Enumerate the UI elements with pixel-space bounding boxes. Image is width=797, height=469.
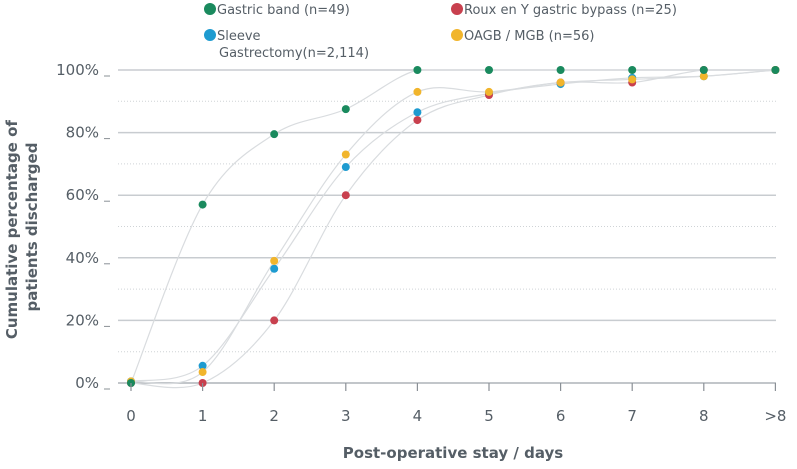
data-point xyxy=(485,87,493,96)
data-point xyxy=(341,150,350,159)
legend-marker xyxy=(451,3,463,15)
data-point xyxy=(556,66,565,74)
y-axis-title-line-2: patients discharged xyxy=(23,143,41,312)
data-point xyxy=(485,66,493,74)
x-axis-ticks: 0 1 2 3 4 5 6 7 8 >8 xyxy=(126,383,786,425)
trend-curves xyxy=(130,69,776,389)
data-point xyxy=(198,361,207,370)
data-point xyxy=(270,256,279,265)
data-point xyxy=(341,105,350,114)
legend-label: Roux en Y gastric bypass (n=25) xyxy=(464,3,677,18)
y-axis-ticks: 0% 20% 40% 60% 80% 100% xyxy=(56,61,110,392)
data-point xyxy=(413,87,422,96)
x-tick-label: 8 xyxy=(699,407,709,425)
y-axis-title: Cumulative percentage of patients discha… xyxy=(3,115,41,339)
y-tick-label: 0% xyxy=(75,374,99,392)
x-tick-label: 2 xyxy=(269,407,279,425)
y-tick-label: 40% xyxy=(66,249,99,267)
y-axis-title-line-1: Cumulative percentage of xyxy=(3,120,21,340)
data-point xyxy=(270,130,279,139)
data-point xyxy=(341,191,350,200)
y-tick-label: 20% xyxy=(66,311,99,329)
data-point xyxy=(198,200,207,209)
legend: Gastric band (n=49) Roux en Y gastric byp… xyxy=(204,3,677,61)
y-tick-label: 100% xyxy=(56,61,99,79)
data-point xyxy=(699,72,708,81)
trend-curve xyxy=(130,69,776,383)
legend-label: Sleeve Gastrectomy(n=2,114) xyxy=(217,29,369,61)
data-point xyxy=(270,316,279,325)
grid xyxy=(118,69,776,384)
x-tick-label: 0 xyxy=(126,407,136,425)
legend-label: Gastric band (n=49) xyxy=(217,3,350,18)
legend-marker xyxy=(451,29,463,41)
data-point xyxy=(341,163,350,172)
trend-curve xyxy=(130,69,776,384)
data-point xyxy=(556,78,565,87)
data-point xyxy=(198,368,207,377)
x-axis-title: Post-operative stay / days xyxy=(343,444,563,462)
data-point xyxy=(771,66,780,74)
x-tick-label: 3 xyxy=(341,407,351,425)
y-tick-label: 80% xyxy=(66,124,99,142)
x-tick-label: 6 xyxy=(556,407,566,425)
x-tick-label: 1 xyxy=(198,407,208,425)
x-tick-label: >8 xyxy=(764,407,786,425)
x-tick-label: 7 xyxy=(627,407,637,425)
data-point xyxy=(413,116,422,125)
trend-curve xyxy=(130,69,776,385)
data-point xyxy=(270,264,279,273)
legend-marker xyxy=(204,3,216,15)
data-point xyxy=(413,108,422,117)
x-tick-label: 5 xyxy=(484,407,494,425)
data-point xyxy=(628,75,637,84)
x-tick-label: 4 xyxy=(413,407,423,425)
y-tick-label: 60% xyxy=(66,186,99,204)
legend-marker xyxy=(204,29,216,41)
data-points xyxy=(127,66,780,387)
data-point xyxy=(628,66,637,74)
legend-label: OAGB / MGB (n=56) xyxy=(464,29,594,44)
data-point xyxy=(699,66,708,74)
data-point xyxy=(413,66,422,74)
